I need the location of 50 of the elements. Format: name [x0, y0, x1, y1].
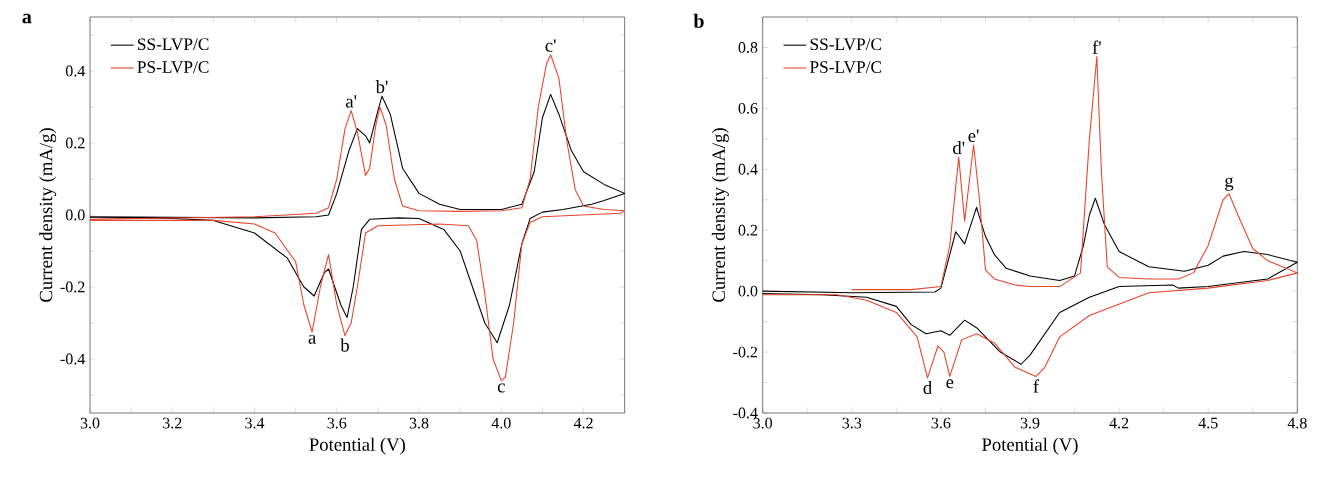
- annotation: c': [545, 39, 556, 52]
- x-tick-label: 3.6: [327, 417, 347, 429]
- legend-label: SS-LVP/C: [810, 38, 882, 51]
- x-tick-label: 3.2: [163, 417, 182, 429]
- legend-label: PS-LVP/C: [809, 61, 882, 73]
- y-tick-label: -0.2: [60, 281, 85, 293]
- x-tick-label: 4.5: [1198, 417, 1218, 429]
- annotation: b': [375, 80, 388, 94]
- annotation: b: [340, 338, 349, 352]
- annotation: e: [946, 379, 954, 389]
- x-tick-label: 3.4: [245, 417, 265, 429]
- y-tick-label: 0.6: [738, 102, 758, 114]
- y-tick-label: 0.0: [65, 209, 85, 221]
- x-axis-title: Potential (V): [309, 437, 405, 455]
- y-tick-label: -0.4: [733, 407, 758, 419]
- y-axis-title: Current density (mA/g): [39, 128, 57, 302]
- annotation: c: [497, 383, 505, 393]
- x-tick-label: 4.8: [1287, 417, 1307, 429]
- legend-label: SS-LVP/C: [137, 38, 209, 51]
- y-tick-label: 0.0: [738, 285, 758, 297]
- y-tick-label: -0.4: [60, 353, 86, 365]
- annotation: f: [1033, 379, 1040, 393]
- x-tick-label: 3.0: [80, 417, 100, 429]
- y-axis-title: Current density (mA/g): [711, 128, 729, 302]
- y-tick-label: 0.4: [738, 163, 758, 175]
- line-series: [89, 54, 626, 382]
- x-tick-label: 4.2: [1109, 417, 1129, 429]
- x-tick-label: 3.6: [931, 417, 951, 429]
- x-tick-label: 3.3: [842, 417, 862, 429]
- x-tick-label: 3.8: [409, 417, 429, 429]
- annotation: e': [968, 129, 979, 143]
- y-tick-label: 0.4: [65, 65, 86, 77]
- annotation: d: [923, 380, 932, 395]
- y-tick-label: 0.2: [738, 224, 758, 236]
- legend-label: PS-LVP/C: [137, 61, 209, 73]
- y-tick-label: 0.2: [65, 137, 85, 149]
- y-tick-label: 0.8: [738, 42, 758, 53]
- annotation: f': [1092, 40, 1101, 54]
- chart-title: a: [22, 13, 32, 24]
- x-tick-label: 3.0: [753, 417, 773, 429]
- x-tick-label: 3.9: [1020, 417, 1040, 429]
- annotation: a: [308, 334, 316, 344]
- x-axis-title: Potential (V): [982, 437, 1078, 455]
- x-tick-label: 4.0: [491, 417, 511, 429]
- annotation: g: [1225, 177, 1234, 191]
- x-tick-label: 4.2: [573, 417, 593, 429]
- annotation: a': [346, 95, 357, 108]
- chart-title: b: [693, 13, 704, 28]
- y-tick-label: -0.2: [733, 346, 758, 358]
- annotation: d': [953, 141, 965, 155]
